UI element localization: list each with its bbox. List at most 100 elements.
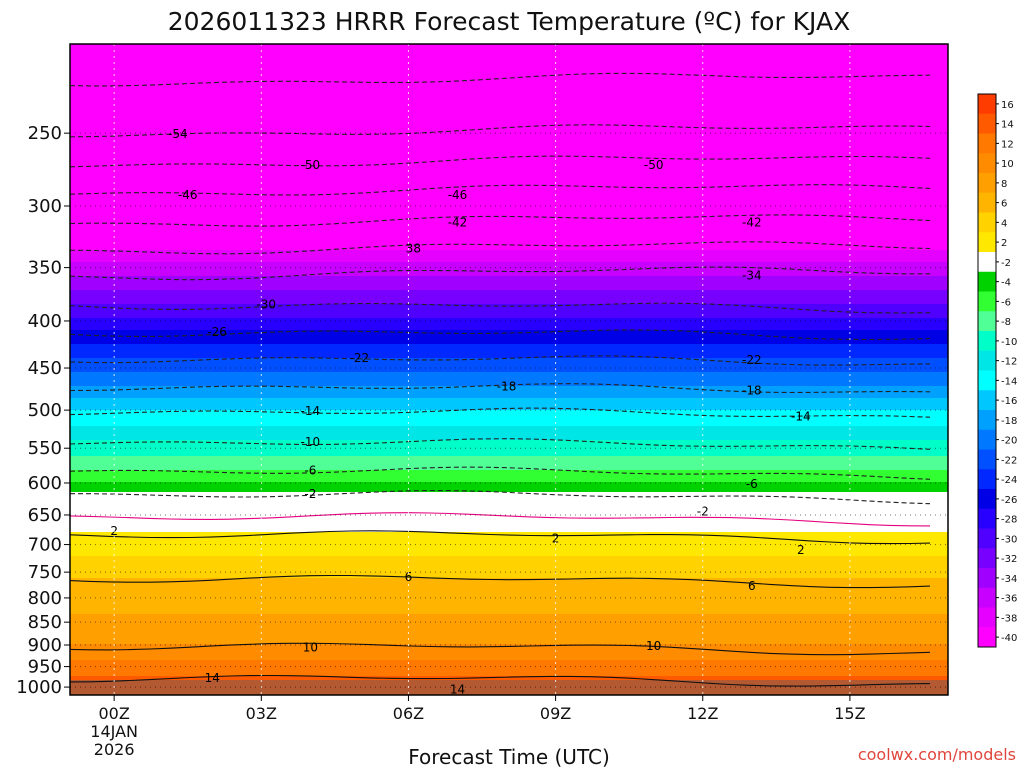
- temperature-band: [70, 630, 948, 633]
- temperature-band: [70, 294, 948, 297]
- temperature-band: [70, 224, 948, 227]
- temperature-band: [70, 518, 948, 521]
- colorbar-swatch: [978, 489, 996, 510]
- temperature-band: [70, 254, 948, 257]
- temperature-band: [70, 360, 948, 363]
- colorbar-tick-label: -8: [1001, 317, 1011, 328]
- temperature-band: [70, 106, 948, 109]
- temperature-band: [70, 170, 948, 173]
- temperature-band: [70, 348, 948, 351]
- temperature-band: [70, 488, 948, 491]
- temperature-band: [70, 150, 948, 153]
- colorbar-tick-label: 14: [1001, 120, 1014, 131]
- y-tick-label: 500: [28, 400, 62, 421]
- temperature-band: [70, 184, 948, 187]
- temperature-band: [70, 498, 948, 501]
- colorbar-tick-label: 2: [1001, 238, 1007, 249]
- contour-label: -22: [350, 351, 370, 365]
- temperature-band: [70, 652, 948, 655]
- colorbar-swatch: [978, 331, 996, 352]
- temperature-band: [70, 408, 948, 411]
- x-tick-label: 12Z: [687, 704, 718, 723]
- temperature-band: [70, 330, 948, 333]
- temperature-band: [70, 524, 948, 527]
- temperature-band: [70, 622, 948, 625]
- contour-label: -2: [697, 505, 709, 519]
- temperature-band: [70, 252, 948, 255]
- temperature-band: [70, 154, 948, 157]
- colorbar-tick-label: -12: [1001, 357, 1017, 368]
- temperature-band: [70, 450, 948, 453]
- temperature-band: [70, 476, 948, 479]
- contour-line: [70, 674, 931, 687]
- contour-label: 10: [646, 639, 661, 653]
- temperature-band: [70, 318, 948, 321]
- y-tick-label: 550: [28, 438, 62, 459]
- temperature-band: [70, 130, 948, 133]
- temperature-band: [70, 430, 948, 433]
- temperature-band: [70, 618, 948, 621]
- chart-title: 2026011323 HRRR Forecast Temperature (ºC…: [168, 7, 850, 36]
- temperature-band: [70, 512, 948, 515]
- temperature-band: [70, 304, 948, 307]
- temperature-band: [70, 416, 948, 419]
- contour-label: -18: [742, 384, 762, 398]
- contour-label: 6: [405, 570, 413, 584]
- temperature-band: [70, 244, 948, 247]
- temperature-band: [70, 78, 948, 81]
- temperature-band: [70, 670, 948, 673]
- colorbar-swatch: [978, 410, 996, 431]
- colorbar-tick-label: 8: [1001, 179, 1007, 190]
- surface-layer: [70, 680, 948, 695]
- colorbar-tick-label: 10: [1001, 159, 1014, 170]
- temperature-band: [70, 610, 948, 613]
- temperature-band: [70, 62, 948, 65]
- temperature-band: [70, 558, 948, 561]
- x-tick-date: 14JAN: [90, 722, 138, 741]
- temperature-band: [70, 342, 948, 345]
- temperature-band: [70, 220, 948, 223]
- temperature-band: [70, 654, 948, 657]
- temperature-band: [70, 250, 948, 253]
- temperature-band: [70, 592, 948, 595]
- temperature-band: [70, 240, 948, 243]
- colorbar-tick-label: 4: [1001, 218, 1007, 229]
- temperature-band: [70, 280, 948, 283]
- x-tick-label: 15Z: [834, 704, 865, 723]
- colorbar-swatch: [978, 192, 996, 213]
- y-tick-label: 600: [28, 473, 62, 494]
- temperature-band: [70, 644, 948, 647]
- temperature-band: [70, 554, 948, 557]
- temperature-band: [70, 368, 948, 371]
- temperature-band: [70, 642, 948, 645]
- contour-label: -42: [448, 216, 468, 230]
- colorbar-swatch: [978, 232, 996, 253]
- temperature-band: [70, 410, 948, 413]
- y-tick-label: 1000: [16, 677, 62, 698]
- temperature-band: [70, 374, 948, 377]
- temperature-band: [70, 90, 948, 93]
- contour-label: -2: [304, 487, 316, 501]
- temperature-band: [70, 214, 948, 217]
- contour-label: -14: [791, 410, 811, 424]
- colorbar-tick-label: -30: [1001, 534, 1017, 545]
- y-tick-label: 250: [28, 123, 62, 144]
- temperature-band: [70, 192, 948, 195]
- temperature-band: [70, 182, 948, 185]
- temperature-band: [70, 474, 948, 477]
- colorbar-tick-label: -18: [1001, 416, 1017, 427]
- temperature-band: [70, 612, 948, 615]
- temperature-band: [70, 302, 948, 305]
- temperature-band: [70, 128, 948, 131]
- temperature-band: [70, 552, 948, 555]
- temperature-band: [70, 662, 948, 665]
- colorbar-swatch: [978, 528, 996, 549]
- colorbar-swatch: [978, 587, 996, 608]
- temperature-band: [70, 256, 948, 259]
- contour-line: [70, 574, 931, 589]
- temperature-band: [70, 234, 948, 237]
- temperature-band: [70, 624, 948, 627]
- temperature-band: [70, 406, 948, 409]
- temperature-band: [70, 550, 948, 553]
- temperature-band: [70, 100, 948, 103]
